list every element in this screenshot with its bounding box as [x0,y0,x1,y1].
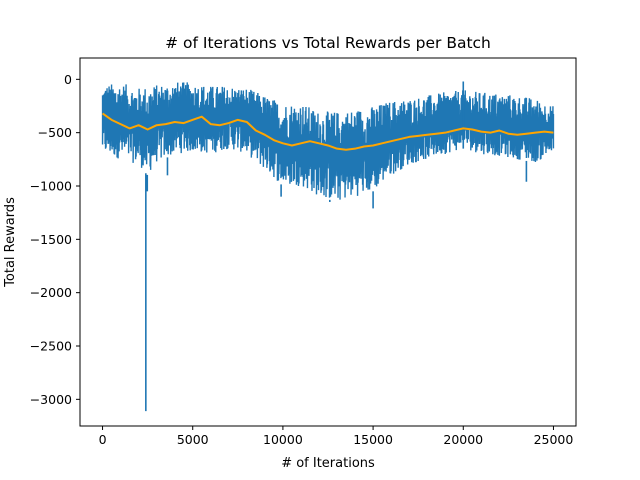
y-tick-label: −1500 [30,232,72,247]
plot-area [101,81,555,412]
x-tick-label: 0 [99,432,107,447]
x-tick-label: 5000 [177,432,209,447]
y-tick-label: −3000 [30,392,72,407]
y-tick-label: 0 [64,72,72,87]
y-axis: 0 −500 −1000 −1500 −2000 −2500 −3000 [30,72,80,407]
x-axis-label: # of Iterations [281,456,375,471]
y-tick-label: −2000 [30,285,72,300]
x-tick-label: 10000 [263,432,303,447]
raw-rewards-line [101,82,555,200]
smoothed-rewards-line [101,112,554,151]
y-tick-label: −1000 [30,179,72,194]
y-tick-label: −2500 [30,339,72,354]
x-axis: 0 5000 10000 15000 20000 25000 [99,426,574,447]
axes-frame [79,57,577,427]
x-tick-label: 15000 [353,432,393,447]
y-tick-label: −500 [38,125,72,140]
x-tick-label: 20000 [443,432,483,447]
x-tick-label: 25000 [534,432,574,447]
y-axis-label: Total Rewards [3,197,18,288]
chart-title: # of Iterations vs Total Rewards per Bat… [165,34,491,52]
